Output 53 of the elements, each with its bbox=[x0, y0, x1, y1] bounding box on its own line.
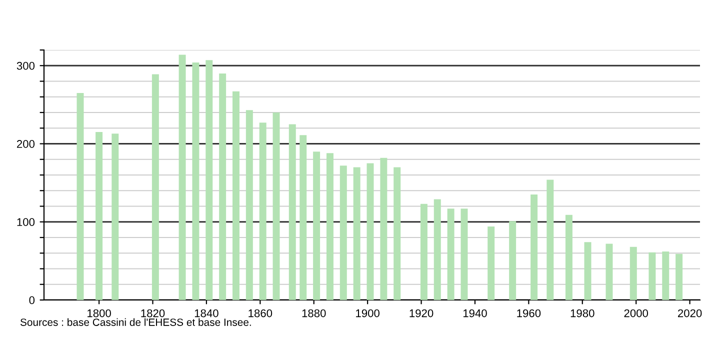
x-tick-label: 1960 bbox=[517, 309, 541, 318]
x-tick-label: 1820 bbox=[141, 309, 165, 318]
bar bbox=[96, 132, 103, 300]
bar bbox=[509, 221, 516, 300]
bar bbox=[380, 158, 388, 300]
bar bbox=[630, 246, 637, 300]
bar bbox=[460, 208, 468, 300]
bar bbox=[394, 167, 401, 300]
x-tick-label: 1840 bbox=[194, 309, 218, 318]
bar bbox=[420, 204, 428, 300]
bar bbox=[206, 60, 213, 300]
bar bbox=[300, 135, 307, 300]
bar bbox=[192, 62, 200, 300]
x-tick-label: 2020 bbox=[678, 309, 702, 318]
y-tick-label: 0 bbox=[29, 296, 35, 304]
bar bbox=[353, 167, 360, 300]
x-tick-label: 1860 bbox=[248, 309, 272, 318]
bar bbox=[340, 166, 347, 300]
x-tick-label: 1940 bbox=[463, 309, 487, 318]
bar bbox=[326, 153, 334, 300]
bar bbox=[488, 226, 495, 300]
bar bbox=[648, 252, 656, 300]
bar bbox=[272, 112, 280, 300]
x-tick-label: 1980 bbox=[570, 309, 594, 318]
bar bbox=[259, 122, 266, 300]
y-tick-label: 200 bbox=[16, 140, 35, 148]
bar bbox=[112, 134, 119, 300]
x-tick-label: 1920 bbox=[410, 309, 434, 318]
bar bbox=[366, 163, 374, 300]
bar bbox=[434, 199, 441, 300]
bar bbox=[76, 92, 84, 300]
x-tick-label: 2000 bbox=[624, 309, 648, 318]
bar bbox=[152, 74, 159, 300]
bar bbox=[178, 54, 186, 300]
bar bbox=[313, 152, 320, 300]
bar bbox=[565, 214, 572, 300]
bar bbox=[546, 180, 554, 300]
bar bbox=[447, 208, 454, 300]
x-tick-label: 1900 bbox=[356, 309, 380, 318]
bar bbox=[219, 73, 226, 300]
x-tick-label: 1800 bbox=[88, 309, 111, 318]
bar bbox=[584, 242, 592, 300]
y-tick-label: 100 bbox=[17, 218, 35, 226]
bar bbox=[530, 194, 538, 300]
bar bbox=[606, 244, 613, 300]
y-tick-label: 300 bbox=[16, 62, 35, 70]
x-tick-label: 1880 bbox=[302, 309, 326, 318]
bar bbox=[232, 91, 240, 300]
source-note: Sources : base Cassini de l'EHESS et base Insee. bbox=[20, 318, 251, 326]
bar bbox=[662, 252, 670, 300]
bar bbox=[676, 254, 683, 300]
bar bbox=[288, 124, 296, 300]
bar bbox=[246, 110, 253, 300]
